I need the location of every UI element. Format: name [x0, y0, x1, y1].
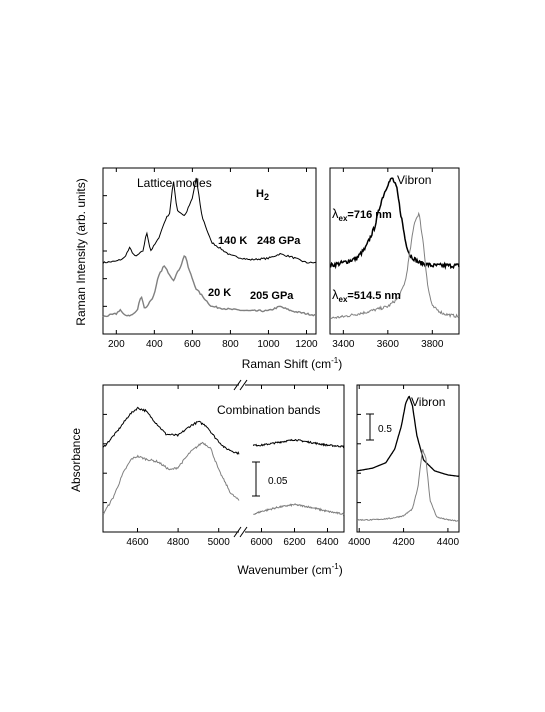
series-line-20K [102, 255, 317, 318]
panel-title: Combination bands [217, 403, 320, 417]
panel-title: Vibron [397, 173, 431, 187]
panel-raman-vibron: 3400 3600 3800 Vibron λex=716 nm λex=514.5… [329, 167, 460, 350]
series-group [102, 177, 317, 318]
panel-absorbance-vibron: 4000 4200 4400 Vibron 0.5 [348, 384, 460, 548]
series-group [329, 177, 460, 319]
x-ticks: 200 400 600 800 1000 1200 [108, 168, 318, 350]
panel-frame-left [102, 384, 239, 533]
top-x-axis-label: Raman Shift (cm-1) [242, 356, 342, 371]
x-ticks: 4600 4800 5000 6000 6200 6400 [126, 385, 339, 548]
x-tick-label: 3400 [332, 339, 355, 350]
panel-raman-lattice: 200 400 600 800 1000 1200 Lattice modes H2 14… [102, 167, 318, 350]
annotation-excitation-1: λex=716 nm [332, 206, 392, 223]
panel-title: Vibron [411, 395, 445, 409]
bottom-y-axis-label: Absorbance [69, 428, 83, 492]
x-tick-label: 4400 [437, 537, 460, 548]
x-tick-label: 200 [108, 339, 125, 350]
species-label: H2 [256, 188, 269, 202]
x-tick-label: 4200 [392, 537, 415, 548]
annotation-pressure-1: 248 GPa [257, 235, 301, 247]
x-ticks: 3400 3600 3800 [332, 168, 444, 350]
x-tick-label: 6200 [283, 537, 306, 548]
panel-absorbance-combination: 4600 4800 5000 6000 6200 6400 Combination ban… [102, 379, 345, 548]
x-tick-label: 4000 [348, 537, 371, 548]
x-tick-label: 400 [146, 339, 163, 350]
annotation-excitation-2: λex=514.5 nm [332, 287, 401, 304]
series-line-upper [356, 395, 460, 477]
series-line-716nm [329, 177, 460, 271]
scale-bar-label: 0.05 [268, 476, 288, 487]
bottom-x-axis-label: Wavenumber (cm-1) [237, 562, 342, 577]
annotation-temp-1: 140 K [218, 235, 247, 247]
panel-frame [356, 384, 460, 533]
series-line-right-lower [253, 503, 345, 517]
scale-bar-label: 0.5 [378, 424, 392, 435]
axis-break-mark [233, 379, 248, 538]
x-tick-label: 3800 [421, 339, 444, 350]
series-group [356, 395, 460, 522]
x-tick-label: 6400 [316, 537, 339, 548]
x-tick-label: 1000 [257, 339, 280, 350]
top-y-axis-label: Raman Intensity (arb. units) [74, 178, 88, 325]
series-group [102, 406, 345, 517]
x-tick-label: 1200 [295, 339, 318, 350]
series-line-514nm [329, 211, 460, 319]
annotation-pressure-2: 205 GPa [250, 290, 294, 302]
series-line-right-upper [252, 438, 345, 449]
series-line-lower [356, 449, 460, 522]
series-line-left-lower [102, 441, 240, 515]
x-tick-label: 800 [222, 339, 239, 350]
x-tick-label: 6000 [250, 537, 273, 548]
scale-bar [366, 413, 374, 441]
panel-frame [102, 167, 317, 335]
x-ticks: 4000 4200 4400 [348, 385, 459, 548]
panel-frame [329, 167, 460, 335]
annotation-temp-2: 20 K [208, 287, 231, 299]
x-tick-label: 3600 [377, 339, 400, 350]
series-line-140K [102, 177, 317, 264]
x-tick-label: 4600 [126, 537, 149, 548]
series-line-left-upper [102, 406, 240, 455]
x-tick-label: 5000 [208, 537, 231, 548]
x-tick-label: 4800 [167, 537, 190, 548]
panel-title: Lattice modes [137, 176, 212, 190]
x-tick-label: 600 [184, 339, 201, 350]
scale-bar [252, 461, 260, 497]
